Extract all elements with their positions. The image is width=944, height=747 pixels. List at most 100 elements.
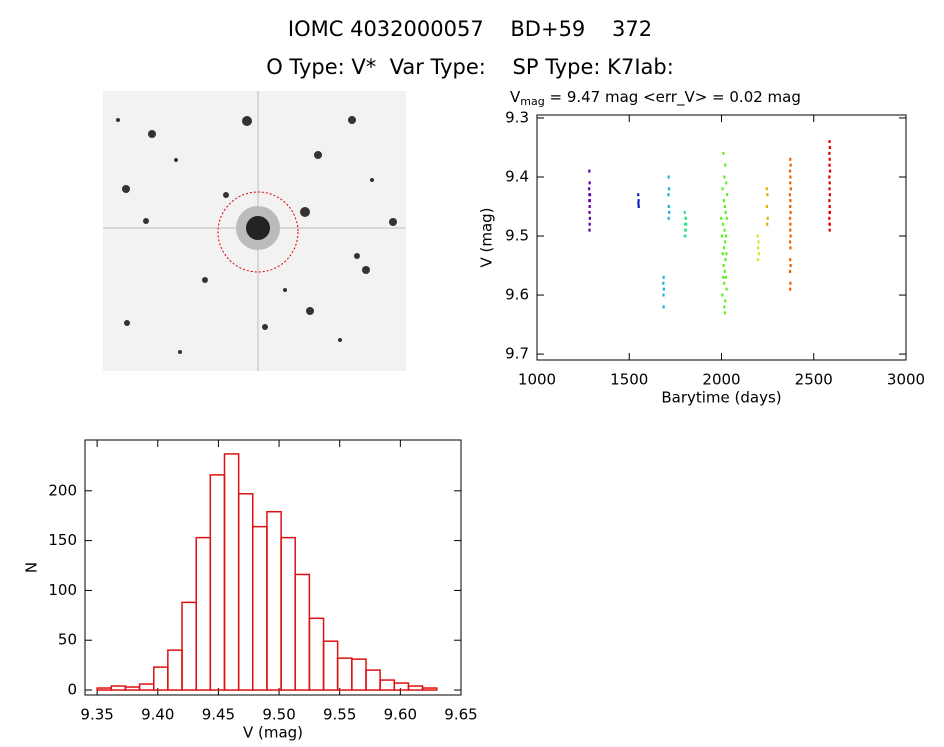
histogram-bar: [379, 679, 396, 691]
data-point: [788, 269, 792, 273]
data-point: [722, 151, 725, 155]
data-point: [588, 216, 591, 220]
data-point: [724, 299, 727, 303]
data-point: [828, 228, 831, 232]
data-point: [588, 187, 591, 191]
data-point: [684, 234, 687, 238]
data-point: [765, 187, 768, 191]
data-point: [828, 157, 831, 161]
data-point: [588, 205, 591, 209]
y-tick-label: 9.7: [505, 345, 529, 363]
data-point: [723, 269, 726, 273]
data-point: [756, 234, 759, 238]
x-tick-label: 9.60: [384, 706, 417, 724]
data-point: [828, 205, 831, 209]
histogram-bar: [223, 453, 240, 691]
data-point: [789, 264, 792, 268]
x-tick-label: 9.50: [262, 706, 295, 724]
histogram-bar: [266, 510, 282, 691]
data-point: [588, 210, 591, 214]
data-point: [757, 246, 760, 250]
data-point: [722, 275, 725, 279]
y-tick-label: 9.5: [505, 227, 529, 245]
histogram-bar: [393, 682, 410, 691]
data-point: [637, 202, 640, 206]
data-point: [789, 181, 792, 185]
data-point: [588, 193, 592, 197]
x-tick-label: 9.40: [141, 706, 174, 724]
x-tick-label: 1500: [610, 371, 648, 389]
histogram-bar: [294, 573, 311, 691]
histogram-bar: [407, 685, 424, 691]
x-tick-label: 9.55: [323, 706, 356, 724]
data-point: [683, 222, 687, 226]
data-point: [828, 222, 831, 226]
data-point: [667, 193, 670, 197]
subtitle: O Type: V* Var Type: SP Type: K7Iab:: [266, 55, 674, 79]
data-point: [723, 305, 726, 309]
histogram-bar: [181, 601, 197, 691]
data-point: [684, 228, 687, 232]
data-point: [788, 169, 792, 173]
x-tick-label: 9.45: [202, 706, 235, 724]
title: IOMC 4032000057 BD+59 372: [288, 17, 652, 41]
data-point: [828, 175, 831, 179]
data-point: [588, 228, 591, 232]
data-point: [724, 210, 727, 214]
data-point: [588, 181, 591, 185]
data-point: [720, 216, 723, 220]
data-point: [667, 175, 670, 179]
data-point: [828, 210, 832, 214]
data-point: [828, 140, 831, 144]
data-point: [722, 264, 725, 268]
histogram-bar: [124, 686, 141, 691]
histogram-bar: [209, 474, 226, 691]
y-axis-label: V (mag): [478, 207, 496, 267]
data-point: [588, 199, 591, 203]
data-point: [662, 305, 665, 309]
data-point: [667, 216, 670, 220]
data-point: [789, 281, 792, 285]
data-point: [588, 222, 591, 226]
data-point: [789, 199, 792, 203]
data-point: [766, 222, 769, 226]
data-point: [667, 205, 670, 209]
data-point: [724, 163, 727, 167]
histogram-bar: [251, 525, 268, 691]
data-point: [725, 252, 728, 256]
data-point: [789, 234, 792, 238]
x-tick-label: 2500: [795, 371, 833, 389]
data-point: [683, 210, 686, 214]
data-point: [721, 252, 724, 256]
data-point: [789, 187, 792, 191]
data-point: [662, 275, 665, 279]
data-point: [828, 151, 831, 155]
y-tick-label: 150: [48, 531, 77, 549]
data-point: [789, 228, 792, 232]
data-point: [789, 205, 792, 209]
data-point: [662, 287, 665, 291]
histogram-bar: [308, 617, 325, 691]
y-axis-label: N: [23, 562, 41, 573]
y-tick-label: 9.3: [505, 108, 529, 126]
data-point: [724, 258, 727, 262]
data-point: [788, 240, 792, 244]
data-point: [766, 216, 769, 220]
histogram-bar: [351, 658, 367, 691]
histogram-bar: [421, 687, 438, 691]
data-point: [721, 222, 725, 226]
chart-title-part: V: [510, 88, 521, 106]
y-tick-label: 200: [48, 481, 77, 499]
data-point: [662, 293, 665, 297]
data-point: [724, 240, 727, 244]
data-point: [684, 216, 688, 220]
data-point: [722, 246, 726, 250]
data-point: [588, 169, 591, 173]
data-point: [722, 199, 725, 203]
data-point: [724, 275, 727, 279]
y-tick-label: 100: [48, 581, 77, 599]
x-tick-label: 9.65: [444, 706, 477, 724]
x-tick-label: 3000: [887, 371, 925, 389]
data-point: [725, 287, 728, 291]
